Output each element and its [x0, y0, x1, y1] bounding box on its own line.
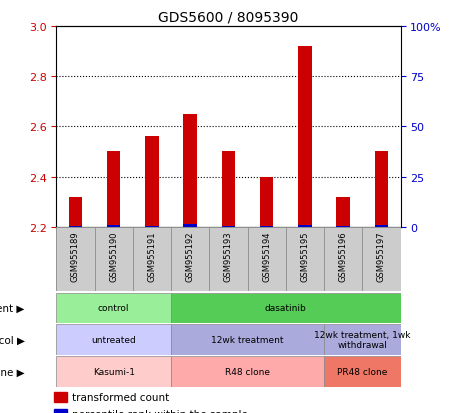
Text: agent ▶: agent ▶ — [0, 303, 25, 313]
Bar — [171, 293, 400, 323]
Text: GSM955195: GSM955195 — [301, 231, 310, 281]
Bar — [222, 152, 235, 227]
Text: transformed count: transformed count — [72, 392, 169, 402]
Text: untreated: untreated — [91, 335, 136, 344]
Bar — [54, 409, 67, 413]
Bar — [171, 356, 324, 387]
Text: PR48 clone: PR48 clone — [337, 367, 387, 376]
Text: GSM955196: GSM955196 — [338, 231, 347, 281]
Bar — [184, 114, 197, 227]
Text: protocol ▶: protocol ▶ — [0, 335, 25, 345]
Text: GSM955191: GSM955191 — [148, 231, 157, 281]
Bar — [337, 226, 350, 227]
Bar — [56, 293, 171, 323]
Bar — [133, 227, 171, 291]
Bar — [145, 137, 158, 227]
Bar — [286, 227, 324, 291]
Text: 12wk treatment: 12wk treatment — [211, 335, 284, 344]
Text: GSM955193: GSM955193 — [224, 231, 233, 281]
Text: control: control — [98, 304, 130, 312]
Bar — [54, 392, 67, 402]
Bar — [324, 325, 400, 355]
Bar — [248, 227, 286, 291]
Text: GSM955194: GSM955194 — [262, 231, 271, 281]
Bar — [94, 227, 133, 291]
Bar — [375, 152, 388, 227]
Text: percentile rank within the sample: percentile rank within the sample — [72, 409, 248, 413]
Text: GSM955190: GSM955190 — [109, 231, 118, 281]
Bar — [107, 225, 120, 227]
Text: dasatinib: dasatinib — [265, 304, 306, 312]
Bar — [56, 356, 171, 387]
Bar — [171, 227, 209, 291]
Bar — [337, 197, 350, 227]
Bar — [260, 226, 273, 227]
Bar — [260, 177, 273, 227]
Bar — [107, 152, 120, 227]
Bar — [324, 356, 400, 387]
Text: GSM955192: GSM955192 — [185, 231, 194, 281]
Bar — [222, 226, 235, 227]
Bar — [184, 225, 197, 227]
Bar — [324, 227, 362, 291]
Bar — [362, 227, 400, 291]
Text: 12wk treatment, 1wk
withdrawal: 12wk treatment, 1wk withdrawal — [314, 330, 410, 349]
Bar — [145, 226, 158, 227]
Bar — [298, 225, 311, 227]
Text: GSM955197: GSM955197 — [377, 231, 386, 281]
Text: R48 clone: R48 clone — [225, 367, 270, 376]
Bar — [375, 225, 388, 227]
Text: cell line ▶: cell line ▶ — [0, 366, 25, 377]
Bar — [298, 47, 311, 227]
Title: GDS5600 / 8095390: GDS5600 / 8095390 — [158, 10, 298, 24]
Text: GSM955189: GSM955189 — [71, 231, 80, 281]
Bar — [56, 227, 94, 291]
Bar — [209, 227, 248, 291]
Bar — [171, 325, 324, 355]
Text: Kasumi-1: Kasumi-1 — [93, 367, 135, 376]
Bar — [69, 197, 82, 227]
Bar — [69, 226, 82, 227]
Bar — [56, 325, 171, 355]
